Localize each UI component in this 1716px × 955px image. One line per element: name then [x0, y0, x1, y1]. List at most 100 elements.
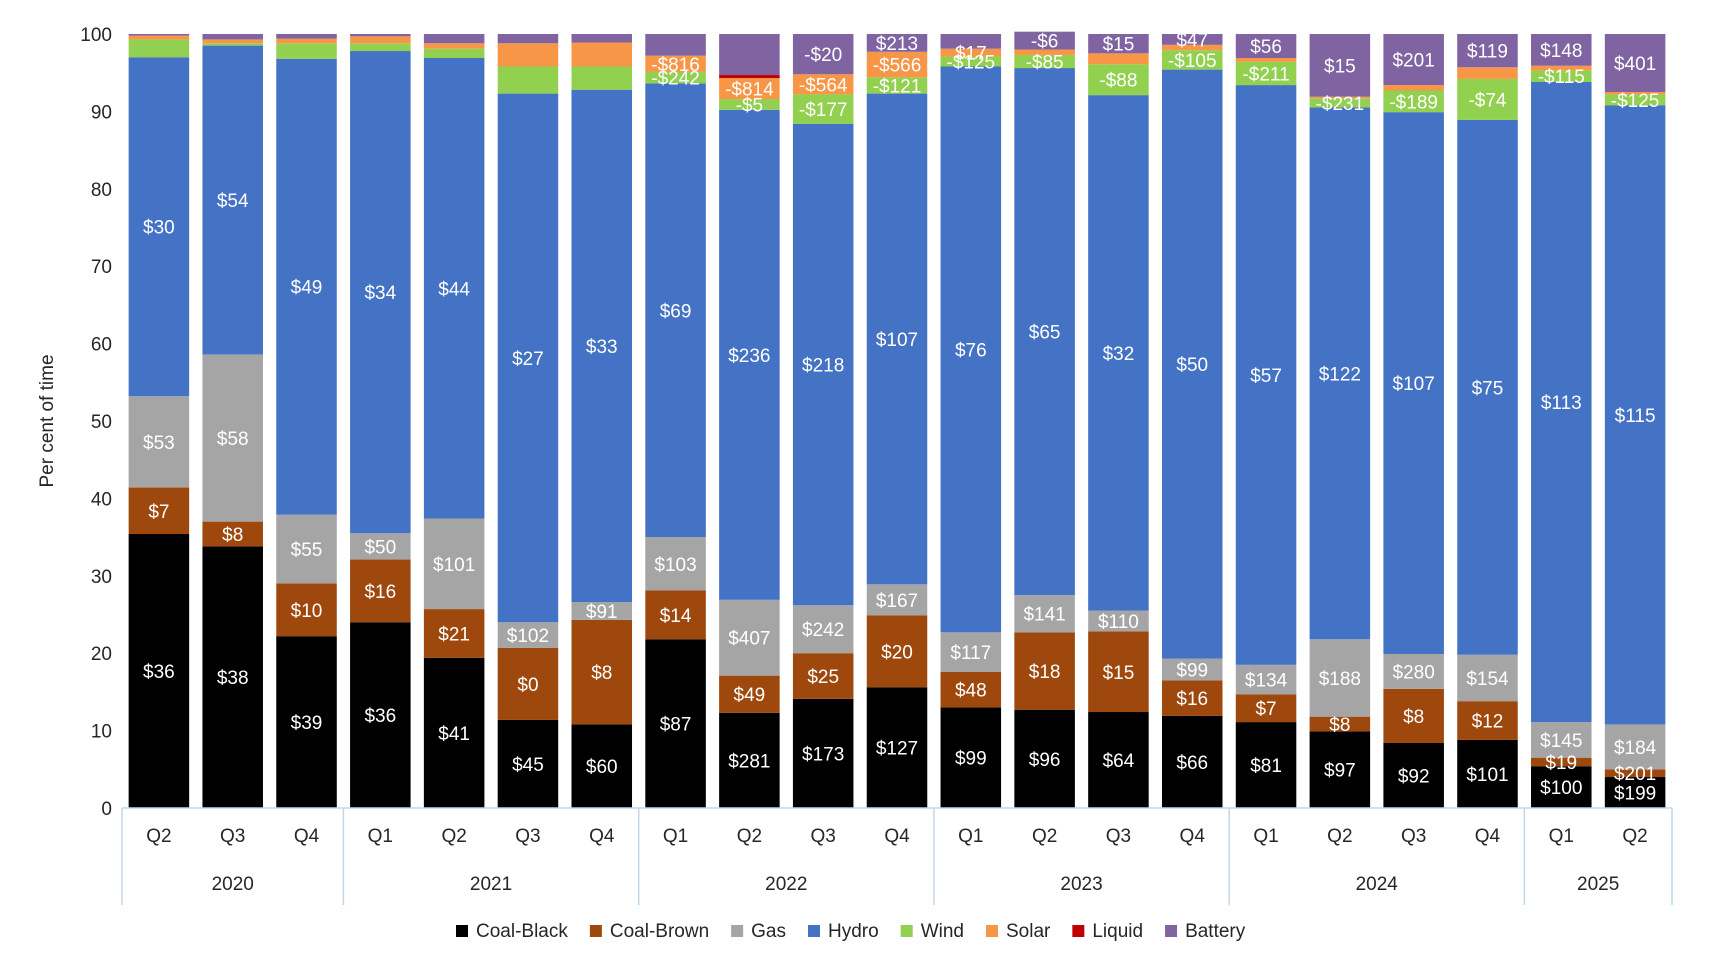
bar-segment-wind-2020-q3: [202, 43, 263, 46]
x-group-label-2024: 2024: [1356, 874, 1399, 895]
bars-layer: [128, 31, 1666, 808]
data-label-hydro-2025-q2: $115: [1615, 406, 1656, 427]
data-label-hydro-2020-q4: $49: [291, 278, 323, 299]
bar-segment-battery-2022-q2: [719, 34, 780, 76]
data-label-wind-2022-q3: -$177: [799, 100, 848, 121]
bar-segment-wind-2021-q3: [497, 66, 559, 94]
bar-stack-2023-q4: [1161, 34, 1223, 808]
bar-segment-gas-2024-q2: [1309, 639, 1371, 717]
bar-segment-coal-black-2022-q2: [719, 712, 780, 808]
bar-segment-coal-black-2024-q2: [1309, 731, 1371, 808]
y-tick-label-100: 100: [80, 25, 112, 46]
bar-segment-coal-brown-2024-q2: [1309, 716, 1371, 732]
x-tick-label-2020-q2: Q2: [146, 826, 171, 847]
legend-swatch-solar: [985, 925, 998, 937]
bar-segment-coal-brown-2020-q2: [128, 487, 190, 535]
data-label-coal-black-2020-q2: $36: [143, 662, 175, 683]
bar-segment-gas-2025-q2: [1604, 724, 1666, 770]
data-label-coal-brown-2024-q3: $8: [1403, 707, 1424, 728]
data-label-wind-2022-q4: -$121: [873, 76, 922, 97]
bar-segment-coal-brown-2023-q1: [940, 671, 1002, 708]
legend-swatch-battery: [1165, 925, 1178, 937]
data-label-coal-brown-2021-q2: $21: [438, 624, 470, 645]
bar-segment-solar-2022-q2: [719, 78, 780, 100]
bar-segment-coal-brown-2024-q3: [1383, 688, 1444, 743]
y-tick-label-50: 50: [91, 412, 112, 433]
bar-segment-coal-black-2020-q4: [276, 636, 337, 808]
bar-segment-coal-brown-2023-q4: [1161, 680, 1223, 716]
y-tick-label-40: 40: [91, 489, 112, 510]
bar-segment-solar-2021-q4: [571, 42, 633, 67]
legend-swatch-wind: [900, 925, 913, 937]
data-label-solar-2022-q2: -$814: [725, 80, 774, 101]
bar-segment-hydro-2022-q1: [645, 83, 706, 538]
y-tick-label-70: 70: [91, 257, 112, 278]
bar-stack-2024-q1: [1235, 34, 1297, 808]
bar-segment-coal-black-2020-q2: [128, 534, 190, 808]
bar-segment-hydro-2023-q1: [940, 66, 1002, 633]
data-label-wind-2022-q2: -$5: [736, 95, 763, 116]
bar-segment-solar-2025-q2: [1604, 92, 1666, 95]
bar-segment-hydro-2023-q3: [1088, 95, 1149, 611]
data-label-battery-2022-q4: $213: [876, 34, 918, 55]
x-tick-label-2023-q4: Q4: [1180, 826, 1206, 847]
bar-segment-hydro-2024-q1: [1235, 85, 1297, 665]
data-label-hydro-2024-q4: $75: [1472, 378, 1504, 399]
data-label-coal-black-2020-q4: $39: [291, 713, 323, 734]
axis-layer: 0 10 20 30 40 50 60 70 80 90 100 Per cent of time Q2…: [37, 25, 1673, 905]
bar-segment-wind-2021-q2: [423, 48, 485, 58]
data-label-gas-2025-q2: $184: [1614, 738, 1657, 759]
bar-segment-battery-2021-q4: [571, 34, 633, 43]
x-tick-label-2021-q2: Q2: [441, 826, 466, 847]
bar-segment-coal-brown-2022-q4: [866, 615, 928, 688]
bar-segment-gas-2022-q4: [866, 584, 928, 616]
data-label-battery-2024-q1: $56: [1250, 37, 1282, 58]
data-label-coal-brown-2024-q4: $12: [1472, 712, 1504, 733]
bar-segment-gas-2023-q2: [1014, 595, 1075, 633]
bar-segment-battery-2021-q3: [497, 34, 559, 44]
bar-segment-battery-2023-q4: [1161, 34, 1223, 45]
data-label-coal-black-2021-q2: $41: [438, 724, 470, 745]
bar-segment-gas-2020-q2: [128, 396, 190, 488]
bar-segment-hydro-2024-q4: [1457, 119, 1518, 655]
bar-segment-coal-brown-2022-q3: [792, 653, 854, 699]
data-label-hydro-2021-q2: $44: [438, 279, 470, 300]
bar-stack-2025-q2: [1604, 34, 1666, 808]
x-group-label-2022: 2022: [765, 874, 807, 895]
data-label-hydro-2025-q1: $113: [1541, 393, 1582, 414]
data-label-solar-2023-q1: $17: [955, 44, 987, 65]
data-label-coal-brown-2025-q1: $19: [1545, 753, 1577, 774]
bar-segment-hydro-2025-q2: [1604, 105, 1666, 725]
bar-segment-solar-2023-q1: [940, 48, 1002, 57]
bar-segment-coal-brown-2024-q1: [1235, 694, 1297, 723]
bar-stack-2023-q2: [1014, 31, 1075, 808]
bar-segment-wind-2023-q1: [940, 56, 1002, 67]
bar-segment-coal-black-2024-q3: [1383, 742, 1444, 808]
bar-segment-battery-2024-q2: [1309, 34, 1371, 97]
bar-segment-hydro-2022-q2: [719, 109, 780, 600]
bar-segment-solar-2023-q4: [1161, 44, 1223, 51]
data-label-battery-2024-q2: $15: [1324, 56, 1356, 77]
x-tick-label-2022-q3: Q3: [811, 826, 836, 847]
bar-segment-battery-2021-q1: [350, 34, 411, 37]
data-label-wind-2025-q1: -$115: [1538, 67, 1585, 88]
data-label-gas-2022-q3: $242: [802, 620, 844, 641]
data-label-coal-black-2023-q1: $99: [955, 749, 987, 770]
data-label-coal-black-2023-q3: $64: [1103, 751, 1135, 772]
x-tick-label-2023-q1: Q1: [958, 826, 983, 847]
legend-item-battery: Battery: [1165, 921, 1246, 942]
bar-segment-solar-2024-q3: [1383, 85, 1444, 91]
data-label-gas-2023-q3: $110: [1098, 612, 1139, 633]
bar-segment-battery-2023-q2: [1014, 31, 1075, 50]
bar-segment-coal-black-2021-q3: [497, 719, 559, 808]
data-label-gas-2022-q2: $407: [728, 629, 770, 650]
bar-segment-solar-2023-q2: [1014, 49, 1075, 55]
bar-segment-coal-brown-2022-q1: [645, 590, 706, 640]
x-tick-label-2020-q4: Q4: [294, 826, 320, 847]
bar-segment-gas-2022-q2: [719, 599, 780, 676]
data-label-coal-black-2022-q2: $281: [728, 751, 770, 772]
bar-segment-gas-2021-q2: [423, 518, 485, 610]
data-label-wind-2024-q1: -$211: [1242, 64, 1289, 85]
data-label-hydro-2023-q4: $50: [1176, 355, 1208, 376]
